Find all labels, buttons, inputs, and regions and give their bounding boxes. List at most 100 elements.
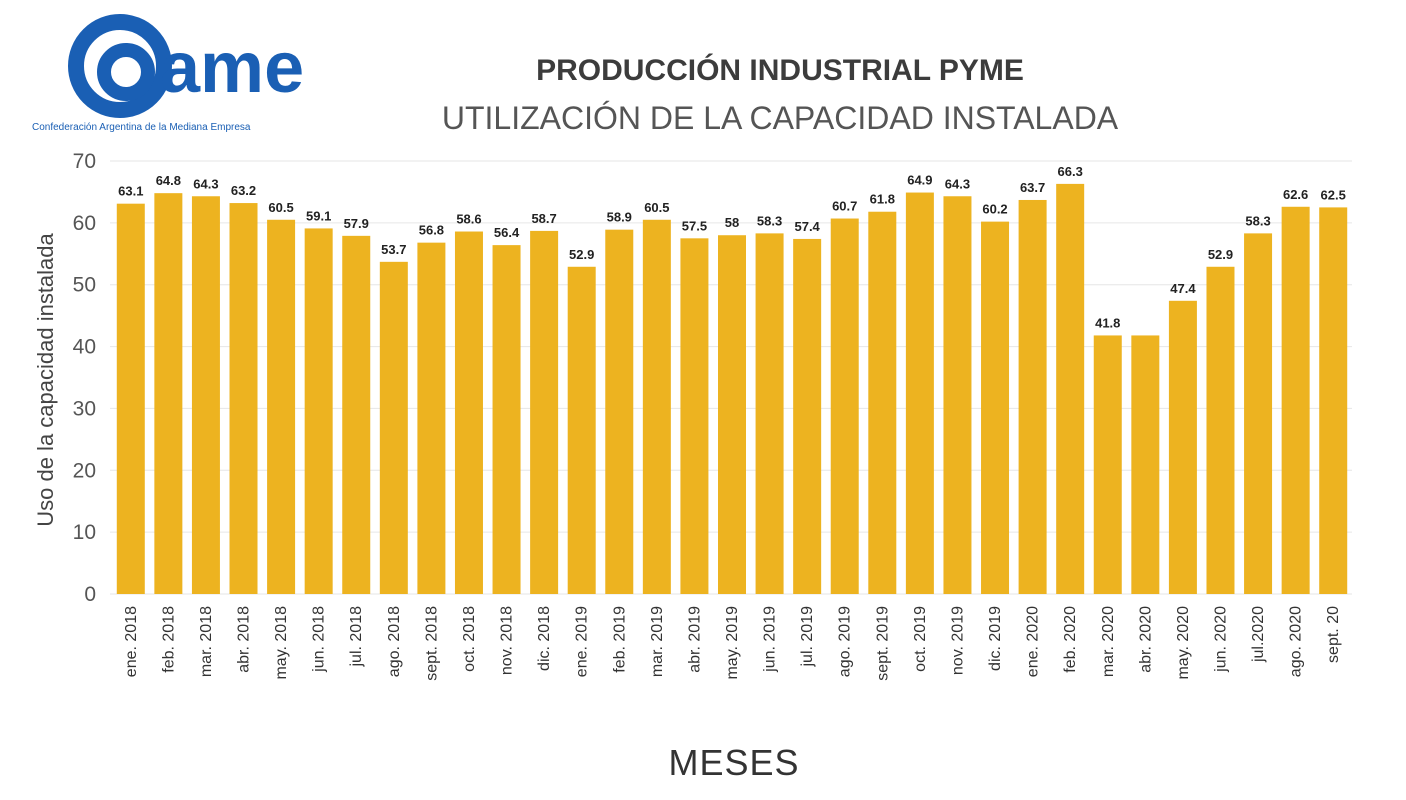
bar: [1206, 266, 1235, 594]
y-tick-label: 40: [73, 336, 96, 359]
x-tick-label: mar. 2019: [649, 606, 666, 677]
logo-wordmark: ame: [160, 28, 304, 108]
x-tick-label: abr. 2019: [686, 606, 703, 673]
x-tick-label: jul. 2019: [799, 606, 816, 668]
data-label: 58.7: [531, 211, 556, 226]
bar: [868, 211, 897, 595]
bar: [1093, 335, 1122, 594]
data-label: 64.9: [907, 173, 932, 188]
data-label: 41.8: [1095, 315, 1120, 330]
x-tick-label: ene. 2018: [123, 606, 140, 677]
x-tick-label: oct. 2018: [461, 606, 478, 672]
data-label: 60.5: [268, 200, 293, 215]
bar: [905, 192, 934, 594]
bar: [492, 245, 521, 594]
x-tick-label: ago. 2020: [1288, 606, 1305, 677]
chart-subtitle: UTILIZACIÓN DE LA CAPACIDAD INSTALADA: [441, 100, 1119, 136]
data-label: 60.5: [644, 200, 669, 215]
data-label: 57.5: [682, 218, 707, 233]
bar: [304, 228, 333, 594]
y-tick-label: 20: [73, 459, 96, 482]
data-label: 57.9: [344, 216, 369, 231]
x-tick-label: may. 2019: [724, 606, 741, 680]
came-logo: ame Confederación Argentina de la Median…: [28, 14, 318, 139]
x-tick-label: may. 2020: [1175, 606, 1192, 680]
data-label: 58.6: [456, 212, 481, 227]
x-axis-label: MESES: [668, 742, 800, 783]
data-label: 60.7: [832, 199, 857, 214]
x-tick-label: dic. 2018: [536, 606, 553, 671]
bar: [642, 219, 671, 594]
bar: [530, 230, 559, 595]
bar: [1056, 183, 1085, 594]
bar: [1131, 335, 1160, 594]
bar: [1281, 206, 1310, 594]
x-tick-label: dic. 2019: [987, 606, 1004, 671]
bar: [680, 238, 709, 595]
x-tick-label: oct. 2019: [912, 606, 929, 672]
x-tick-label: feb. 2018: [160, 606, 177, 673]
came-logo-mark: ame: [68, 14, 304, 118]
data-label: 53.7: [381, 242, 406, 257]
bar: [229, 203, 258, 594]
y-tick-label: 30: [73, 397, 96, 420]
x-tick-label: jul. 2018: [348, 606, 365, 668]
bar: [342, 235, 371, 594]
data-label: 58.3: [757, 213, 782, 228]
x-tick-label: nov. 2019: [949, 606, 966, 675]
bar: [567, 266, 596, 594]
y-tick-label: 0: [84, 583, 96, 606]
data-label: 47.4: [1170, 281, 1196, 296]
bar: [981, 221, 1010, 594]
x-tick-label: ene. 2019: [574, 606, 591, 677]
bar: [755, 233, 784, 594]
x-tick-label: jun. 2019: [762, 606, 779, 673]
bar: [1168, 300, 1197, 594]
data-label: 63.1: [118, 184, 143, 199]
y-axis-label: Uso de la capacidad instalada: [33, 233, 58, 527]
data-label: 58: [725, 215, 739, 230]
bar: [793, 238, 822, 594]
x-tick-label: jun. 2020: [1212, 606, 1229, 673]
x-tick-label: may. 2018: [273, 606, 290, 680]
bar: [605, 229, 634, 594]
x-tick-label: ene. 2020: [1025, 606, 1042, 677]
bar: [943, 196, 972, 594]
logo-caption: Confederación Argentina de la Mediana Em…: [32, 122, 251, 133]
data-label: 64.3: [945, 176, 970, 191]
x-tick-label: abr. 2018: [236, 606, 253, 673]
y-tick-label: 60: [73, 212, 96, 235]
bar: [1018, 199, 1047, 594]
x-tick-label: jun. 2018: [311, 606, 328, 673]
data-label: 56.8: [419, 223, 444, 238]
x-tick-label: sept. 2019: [874, 606, 891, 681]
x-tick-label: feb. 2019: [611, 606, 628, 673]
bar: [379, 261, 408, 594]
chart-title: PRODUCCIÓN INDUSTRIAL PYME: [536, 54, 1024, 87]
bar: [718, 235, 746, 594]
data-label: 60.2: [982, 202, 1007, 217]
data-label: 66.3: [1058, 164, 1083, 179]
bar: [154, 193, 183, 594]
data-label: 59.1: [306, 208, 331, 223]
x-tick-label: feb. 2020: [1062, 606, 1079, 673]
bar: [1244, 233, 1273, 594]
x-tick-label: mar. 2020: [1100, 606, 1117, 677]
bar: [267, 219, 296, 594]
data-label: 52.9: [1208, 247, 1233, 262]
data-label: 58.3: [1245, 213, 1270, 228]
data-label: 57.4: [794, 219, 820, 234]
x-tick-label: sept. 2018: [423, 606, 440, 681]
x-tick-label: nov. 2018: [499, 606, 516, 675]
data-label: 62.6: [1283, 187, 1308, 202]
data-label: 64.3: [193, 176, 218, 191]
bar: [830, 218, 859, 594]
data-label: 63.7: [1020, 180, 1045, 195]
x-tick-label: abr. 2020: [1137, 606, 1154, 673]
x-tick-label: jul.2020: [1250, 606, 1267, 663]
data-label: 52.9: [569, 247, 594, 262]
bar: [116, 203, 145, 594]
data-label: 58.9: [607, 210, 632, 225]
x-tick-label: ago. 2018: [386, 606, 403, 677]
bar: [417, 242, 446, 594]
